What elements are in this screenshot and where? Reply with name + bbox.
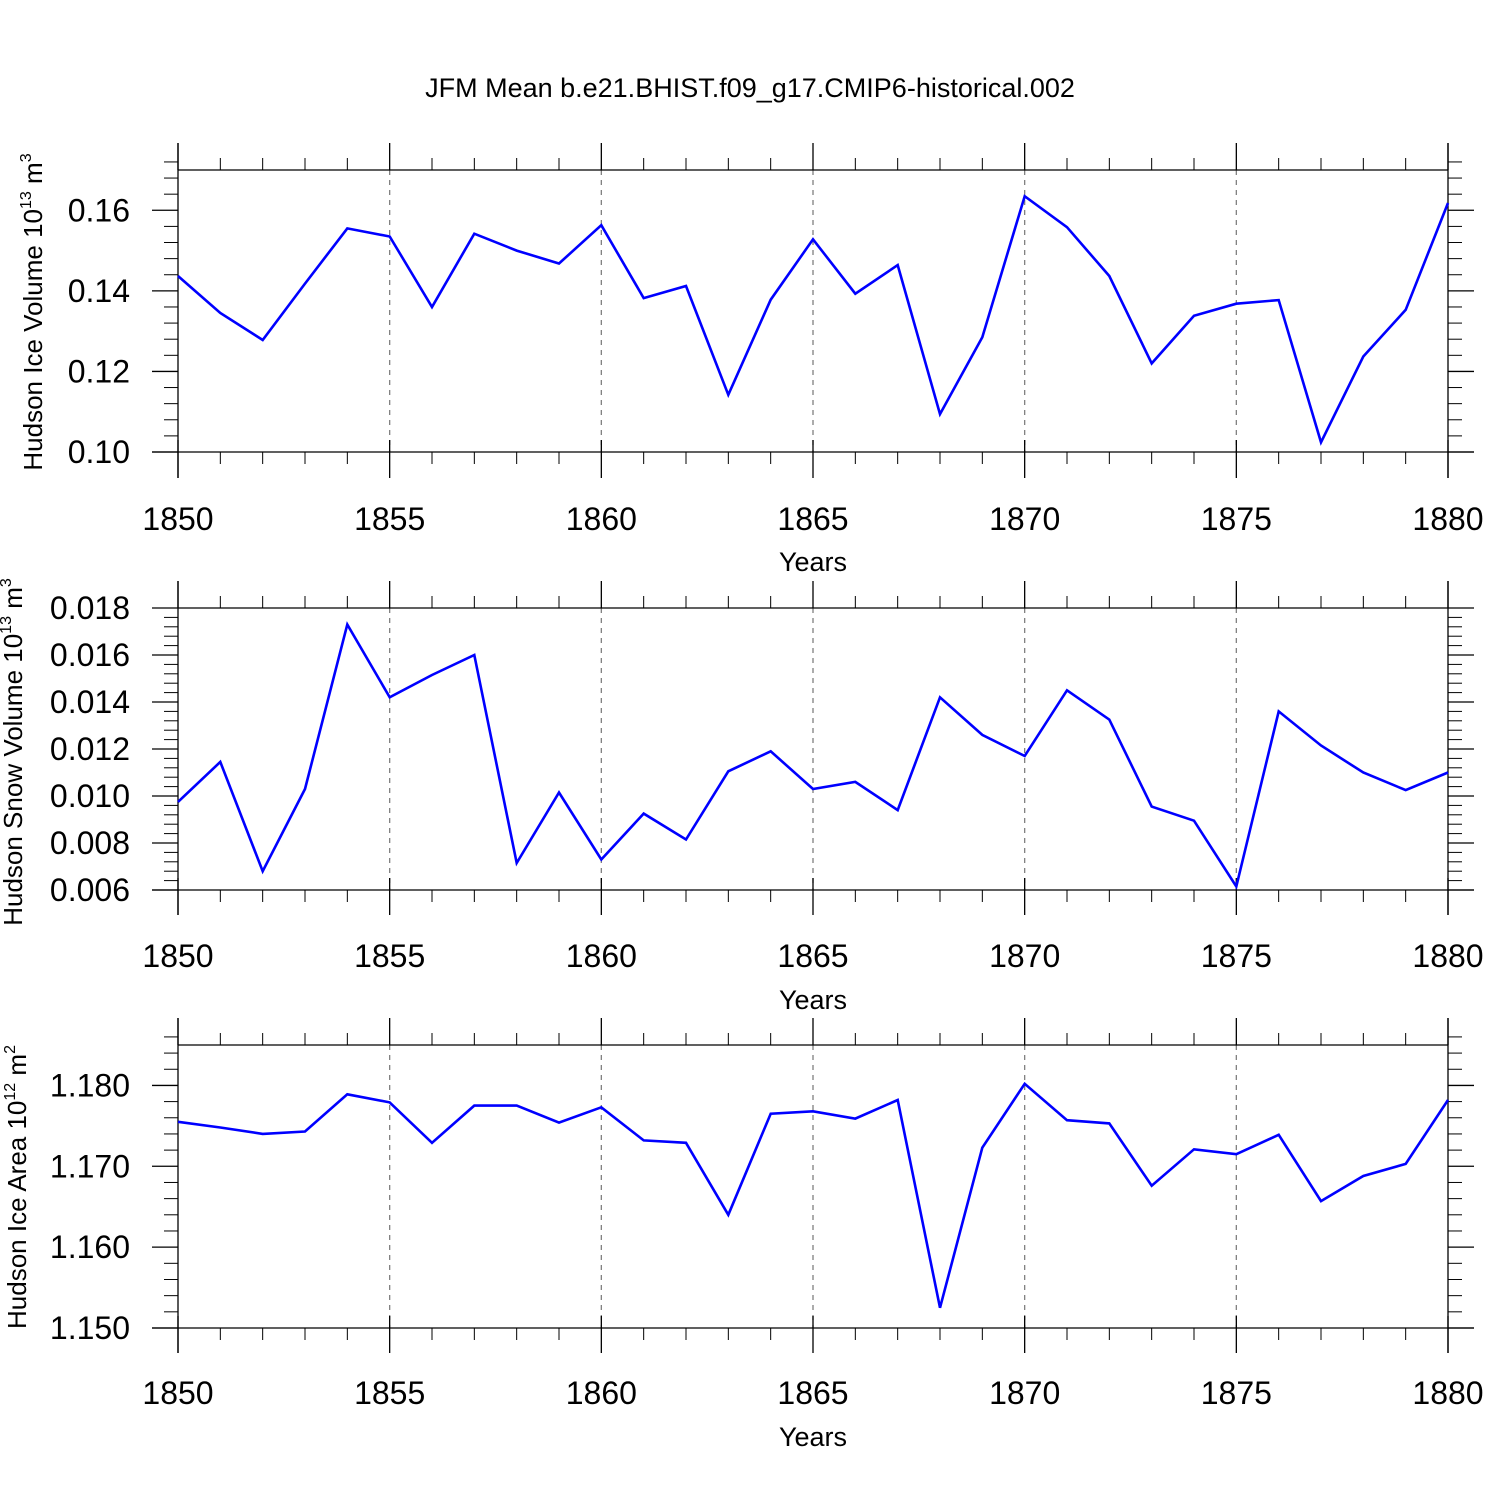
panel-2: 0.006 0.008 0.010 0.012 0.014 0.016 0.018 1850 1… bbox=[0, 578, 1484, 1015]
y-tick-label: 0.012 bbox=[50, 731, 130, 767]
x-tick-label: 1865 bbox=[777, 501, 848, 537]
x-axis-label: Years bbox=[779, 1422, 847, 1452]
y-axis-label-text: Hudson Ice Area 10 bbox=[2, 1101, 32, 1329]
y-axis-label-exponent: 13 bbox=[0, 616, 15, 634]
x-tick-label: 1850 bbox=[142, 1375, 213, 1411]
y-tick-label: 0.016 bbox=[50, 637, 130, 673]
y-axis-label: Hudson Ice Area 1012 m2 bbox=[2, 1045, 32, 1329]
y-tick-label: 1.150 bbox=[50, 1310, 130, 1346]
series-line bbox=[177, 621, 1449, 890]
y-tick-label: 0.16 bbox=[68, 192, 130, 228]
x-tick-label: 1875 bbox=[1201, 938, 1272, 974]
y-axis-label-unit: m bbox=[18, 162, 48, 191]
y-tick-label: 0.008 bbox=[50, 825, 130, 861]
x-axis-label: Years bbox=[779, 985, 847, 1015]
y-axis-label-unit-exponent: 3 bbox=[0, 578, 15, 587]
panel-1: 0.10 0.12 0.14 0.16 1850 1855 1860 1865 1870 1875… bbox=[18, 143, 1484, 577]
y-axis-label-unit: m bbox=[2, 1054, 32, 1083]
y-tick-label: 1.160 bbox=[50, 1229, 130, 1265]
x-tick-label: 1860 bbox=[566, 938, 637, 974]
series-line bbox=[177, 1081, 1450, 1309]
y-tick-label: 0.006 bbox=[50, 872, 130, 908]
y-tick-label: 1.170 bbox=[50, 1148, 130, 1184]
y-tick-label: 0.010 bbox=[50, 778, 130, 814]
y-axis-label-unit: m bbox=[0, 587, 28, 616]
y-axis-label-exponent: 12 bbox=[2, 1083, 19, 1101]
y-axis-label: Hudson Ice Volume 1013 m3 bbox=[18, 153, 48, 470]
y-tick-label: 0.10 bbox=[68, 434, 130, 470]
y-axis-label: Hudson Snow Volume 1013 m3 bbox=[0, 578, 28, 926]
y-tick-label: 0.12 bbox=[68, 353, 130, 389]
x-tick-label: 1870 bbox=[989, 501, 1060, 537]
x-tick-label: 1880 bbox=[1412, 938, 1483, 974]
y-axis-label-text: Hudson Snow Volume 10 bbox=[0, 634, 28, 926]
x-tick-label: 1860 bbox=[566, 501, 637, 537]
y-tick-label: 1.180 bbox=[50, 1067, 130, 1103]
x-tick-label: 1855 bbox=[354, 1375, 425, 1411]
y-axis-label-exponent: 13 bbox=[18, 191, 35, 209]
x-tick-label: 1875 bbox=[1201, 1375, 1272, 1411]
x-tick-label: 1880 bbox=[1412, 1375, 1483, 1411]
y-axis-label-unit-exponent: 3 bbox=[18, 153, 35, 162]
y-tick-label: 0.14 bbox=[68, 273, 130, 309]
x-tick-label: 1860 bbox=[566, 1375, 637, 1411]
x-tick-label: 1850 bbox=[142, 501, 213, 537]
x-tick-label: 1855 bbox=[354, 938, 425, 974]
x-tick-label: 1850 bbox=[142, 938, 213, 974]
series-line bbox=[177, 194, 1450, 446]
x-axis-label: Years bbox=[779, 547, 847, 577]
x-tick-label: 1865 bbox=[777, 938, 848, 974]
x-tick-label: 1855 bbox=[354, 501, 425, 537]
y-axis-label-unit-exponent: 2 bbox=[2, 1045, 19, 1054]
chart-title: JFM Mean b.e21.BHIST.f09_g17.CMIP6-histo… bbox=[425, 73, 1075, 103]
x-tick-label: 1865 bbox=[777, 1375, 848, 1411]
x-tick-label: 1870 bbox=[989, 1375, 1060, 1411]
x-tick-label: 1880 bbox=[1412, 501, 1483, 537]
panel-3: 1.150 1.160 1.170 1.180 1850 1855 1860 1865 1870… bbox=[2, 1018, 1484, 1452]
y-axis-label-text: Hudson Ice Volume 10 bbox=[18, 209, 48, 471]
x-tick-label: 1875 bbox=[1201, 501, 1272, 537]
x-tick-label: 1870 bbox=[989, 938, 1060, 974]
y-tick-label: 0.018 bbox=[50, 590, 130, 626]
y-tick-label: 0.014 bbox=[50, 684, 130, 720]
